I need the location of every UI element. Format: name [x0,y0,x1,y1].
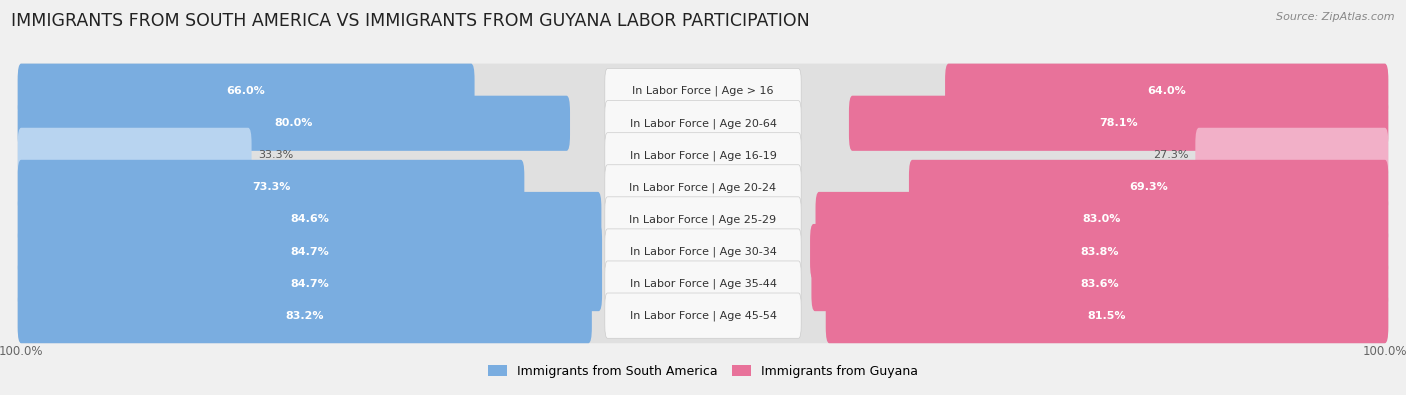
FancyBboxPatch shape [815,192,1388,247]
FancyBboxPatch shape [18,128,252,183]
FancyBboxPatch shape [1195,128,1388,183]
Text: In Labor Force | Age 30-34: In Labor Force | Age 30-34 [630,246,776,257]
FancyBboxPatch shape [605,229,801,274]
FancyBboxPatch shape [605,133,801,178]
FancyBboxPatch shape [18,128,1388,183]
Text: In Labor Force | Age > 16: In Labor Force | Age > 16 [633,86,773,96]
FancyBboxPatch shape [18,64,475,119]
Text: 78.1%: 78.1% [1099,118,1137,128]
Text: 83.0%: 83.0% [1083,214,1121,224]
FancyBboxPatch shape [18,256,1388,311]
Text: IMMIGRANTS FROM SOUTH AMERICA VS IMMIGRANTS FROM GUYANA LABOR PARTICIPATION: IMMIGRANTS FROM SOUTH AMERICA VS IMMIGRA… [11,12,810,30]
FancyBboxPatch shape [18,288,592,343]
Text: 84.6%: 84.6% [290,214,329,224]
Text: 73.3%: 73.3% [252,182,290,192]
FancyBboxPatch shape [605,165,801,210]
Text: In Labor Force | Age 20-64: In Labor Force | Age 20-64 [630,118,776,128]
Text: In Labor Force | Age 20-24: In Labor Force | Age 20-24 [630,182,776,193]
FancyBboxPatch shape [605,261,801,306]
Text: Source: ZipAtlas.com: Source: ZipAtlas.com [1277,12,1395,22]
Text: 80.0%: 80.0% [274,118,314,128]
Text: 69.3%: 69.3% [1129,182,1168,192]
Text: 81.5%: 81.5% [1088,310,1126,321]
Text: In Labor Force | Age 35-44: In Labor Force | Age 35-44 [630,278,776,289]
FancyBboxPatch shape [18,160,1388,215]
FancyBboxPatch shape [605,197,801,242]
FancyBboxPatch shape [605,69,801,114]
FancyBboxPatch shape [18,96,1388,151]
Text: In Labor Force | Age 16-19: In Labor Force | Age 16-19 [630,150,776,161]
FancyBboxPatch shape [18,192,1388,247]
Text: In Labor Force | Age 45-54: In Labor Force | Age 45-54 [630,310,776,321]
Text: 83.6%: 83.6% [1081,278,1119,289]
FancyBboxPatch shape [18,288,1388,343]
Text: 83.8%: 83.8% [1080,246,1118,256]
Text: 27.3%: 27.3% [1153,150,1188,160]
FancyBboxPatch shape [908,160,1388,215]
FancyBboxPatch shape [849,96,1388,151]
Text: 84.7%: 84.7% [291,278,329,289]
FancyBboxPatch shape [18,192,602,247]
Text: 33.3%: 33.3% [259,150,294,160]
Text: 84.7%: 84.7% [291,246,329,256]
FancyBboxPatch shape [945,64,1388,119]
FancyBboxPatch shape [18,160,524,215]
FancyBboxPatch shape [18,224,602,279]
FancyBboxPatch shape [18,224,1388,279]
Text: 83.2%: 83.2% [285,310,323,321]
FancyBboxPatch shape [810,224,1388,279]
FancyBboxPatch shape [18,256,602,311]
FancyBboxPatch shape [18,64,1388,119]
FancyBboxPatch shape [811,256,1388,311]
FancyBboxPatch shape [18,96,569,151]
Text: In Labor Force | Age 25-29: In Labor Force | Age 25-29 [630,214,776,225]
Text: 66.0%: 66.0% [226,86,266,96]
Legend: Immigrants from South America, Immigrants from Guyana: Immigrants from South America, Immigrant… [482,359,924,382]
FancyBboxPatch shape [605,101,801,146]
FancyBboxPatch shape [605,293,801,338]
FancyBboxPatch shape [825,288,1388,343]
Text: 64.0%: 64.0% [1147,86,1187,96]
